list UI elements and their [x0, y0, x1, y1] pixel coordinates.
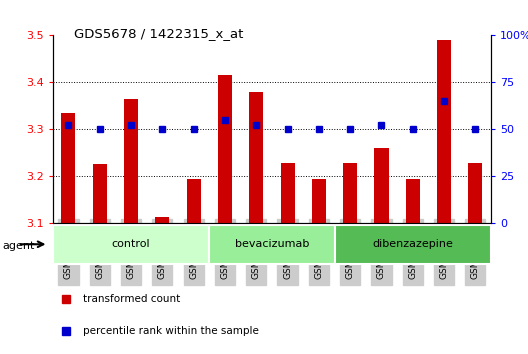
Text: bevacizumab: bevacizumab — [235, 239, 309, 249]
Text: dibenzazepine: dibenzazepine — [372, 239, 453, 249]
Text: transformed count: transformed count — [83, 295, 181, 304]
Bar — [53, 225, 209, 264]
Bar — [249, 92, 263, 223]
Bar — [374, 148, 389, 223]
Bar — [93, 164, 107, 223]
Text: agent: agent — [3, 241, 35, 251]
Bar — [218, 75, 232, 223]
Text: GDS5678 / 1422315_x_at: GDS5678 / 1422315_x_at — [74, 27, 243, 40]
Bar — [61, 113, 76, 223]
Bar — [343, 163, 357, 223]
Bar — [406, 179, 420, 223]
Bar — [209, 225, 335, 264]
Bar — [124, 99, 138, 223]
Text: percentile rank within the sample: percentile rank within the sample — [83, 326, 259, 336]
Bar — [155, 217, 169, 223]
Bar — [437, 40, 451, 223]
Bar — [335, 225, 491, 264]
Bar — [186, 179, 201, 223]
Bar — [468, 163, 483, 223]
Text: control: control — [112, 239, 150, 249]
Bar — [280, 163, 295, 223]
Bar — [312, 179, 326, 223]
